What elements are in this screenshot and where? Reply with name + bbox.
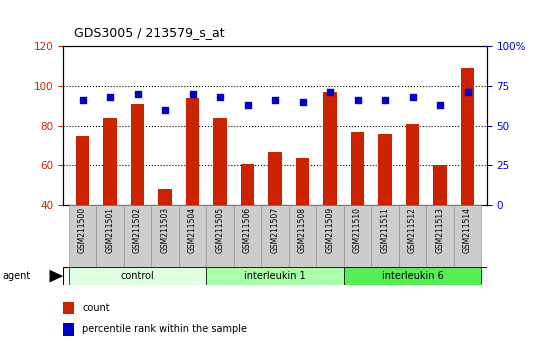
Bar xyxy=(234,205,261,267)
Bar xyxy=(296,158,309,205)
Text: GSM211506: GSM211506 xyxy=(243,207,252,253)
Text: percentile rank within the sample: percentile rank within the sample xyxy=(82,324,248,334)
Bar xyxy=(378,133,392,205)
Text: agent: agent xyxy=(3,271,31,281)
Point xyxy=(216,94,224,100)
Bar xyxy=(63,323,74,336)
Text: interleukin 1: interleukin 1 xyxy=(244,271,306,281)
Point xyxy=(106,94,114,100)
Point xyxy=(353,97,362,103)
Point xyxy=(463,89,472,95)
Bar xyxy=(63,302,74,314)
Bar xyxy=(213,118,227,205)
Bar xyxy=(399,205,426,267)
Text: GSM211507: GSM211507 xyxy=(271,207,279,253)
Text: control: control xyxy=(120,271,155,281)
Bar xyxy=(344,205,371,267)
Point xyxy=(298,99,307,105)
Bar xyxy=(151,205,179,267)
Bar xyxy=(206,205,234,267)
Bar xyxy=(76,136,89,205)
Point xyxy=(381,97,389,103)
Point xyxy=(436,102,444,108)
Text: GSM211511: GSM211511 xyxy=(381,207,389,253)
Bar xyxy=(371,205,399,267)
Bar xyxy=(268,152,282,205)
Bar xyxy=(96,205,124,267)
Bar xyxy=(131,104,144,205)
Text: count: count xyxy=(82,303,110,313)
Bar xyxy=(241,164,255,205)
Bar xyxy=(261,205,289,267)
Text: GSM211503: GSM211503 xyxy=(161,207,169,253)
Text: GSM211514: GSM211514 xyxy=(463,207,472,253)
Bar xyxy=(289,205,316,267)
Bar xyxy=(461,68,475,205)
Text: GSM211513: GSM211513 xyxy=(436,207,444,253)
Bar xyxy=(69,205,96,267)
Bar xyxy=(344,267,481,285)
Bar xyxy=(316,205,344,267)
Point xyxy=(326,89,334,95)
Bar xyxy=(124,205,151,267)
Bar xyxy=(186,98,199,205)
Text: GSM211500: GSM211500 xyxy=(78,207,87,253)
Point xyxy=(188,91,197,97)
Point xyxy=(161,107,169,113)
Point xyxy=(243,102,252,108)
Text: interleukin 6: interleukin 6 xyxy=(382,271,443,281)
Bar xyxy=(426,205,454,267)
Bar xyxy=(433,166,447,205)
Point xyxy=(133,91,142,97)
Bar xyxy=(69,267,206,285)
Text: GSM211505: GSM211505 xyxy=(216,207,224,253)
Bar xyxy=(406,124,420,205)
Bar xyxy=(206,267,344,285)
Bar xyxy=(158,189,172,205)
Bar xyxy=(454,205,481,267)
Text: GSM211508: GSM211508 xyxy=(298,207,307,253)
Point xyxy=(271,97,279,103)
Text: GSM211501: GSM211501 xyxy=(106,207,114,253)
Point xyxy=(78,97,87,103)
Point xyxy=(408,94,417,100)
Text: GSM211502: GSM211502 xyxy=(133,207,142,253)
Bar xyxy=(103,118,117,205)
Text: GSM211510: GSM211510 xyxy=(353,207,362,253)
Bar xyxy=(323,92,337,205)
Text: GSM211512: GSM211512 xyxy=(408,207,417,253)
Bar xyxy=(179,205,206,267)
Text: GSM211504: GSM211504 xyxy=(188,207,197,253)
Bar xyxy=(351,132,365,205)
Text: GSM211509: GSM211509 xyxy=(326,207,334,253)
Text: GDS3005 / 213579_s_at: GDS3005 / 213579_s_at xyxy=(74,26,225,39)
